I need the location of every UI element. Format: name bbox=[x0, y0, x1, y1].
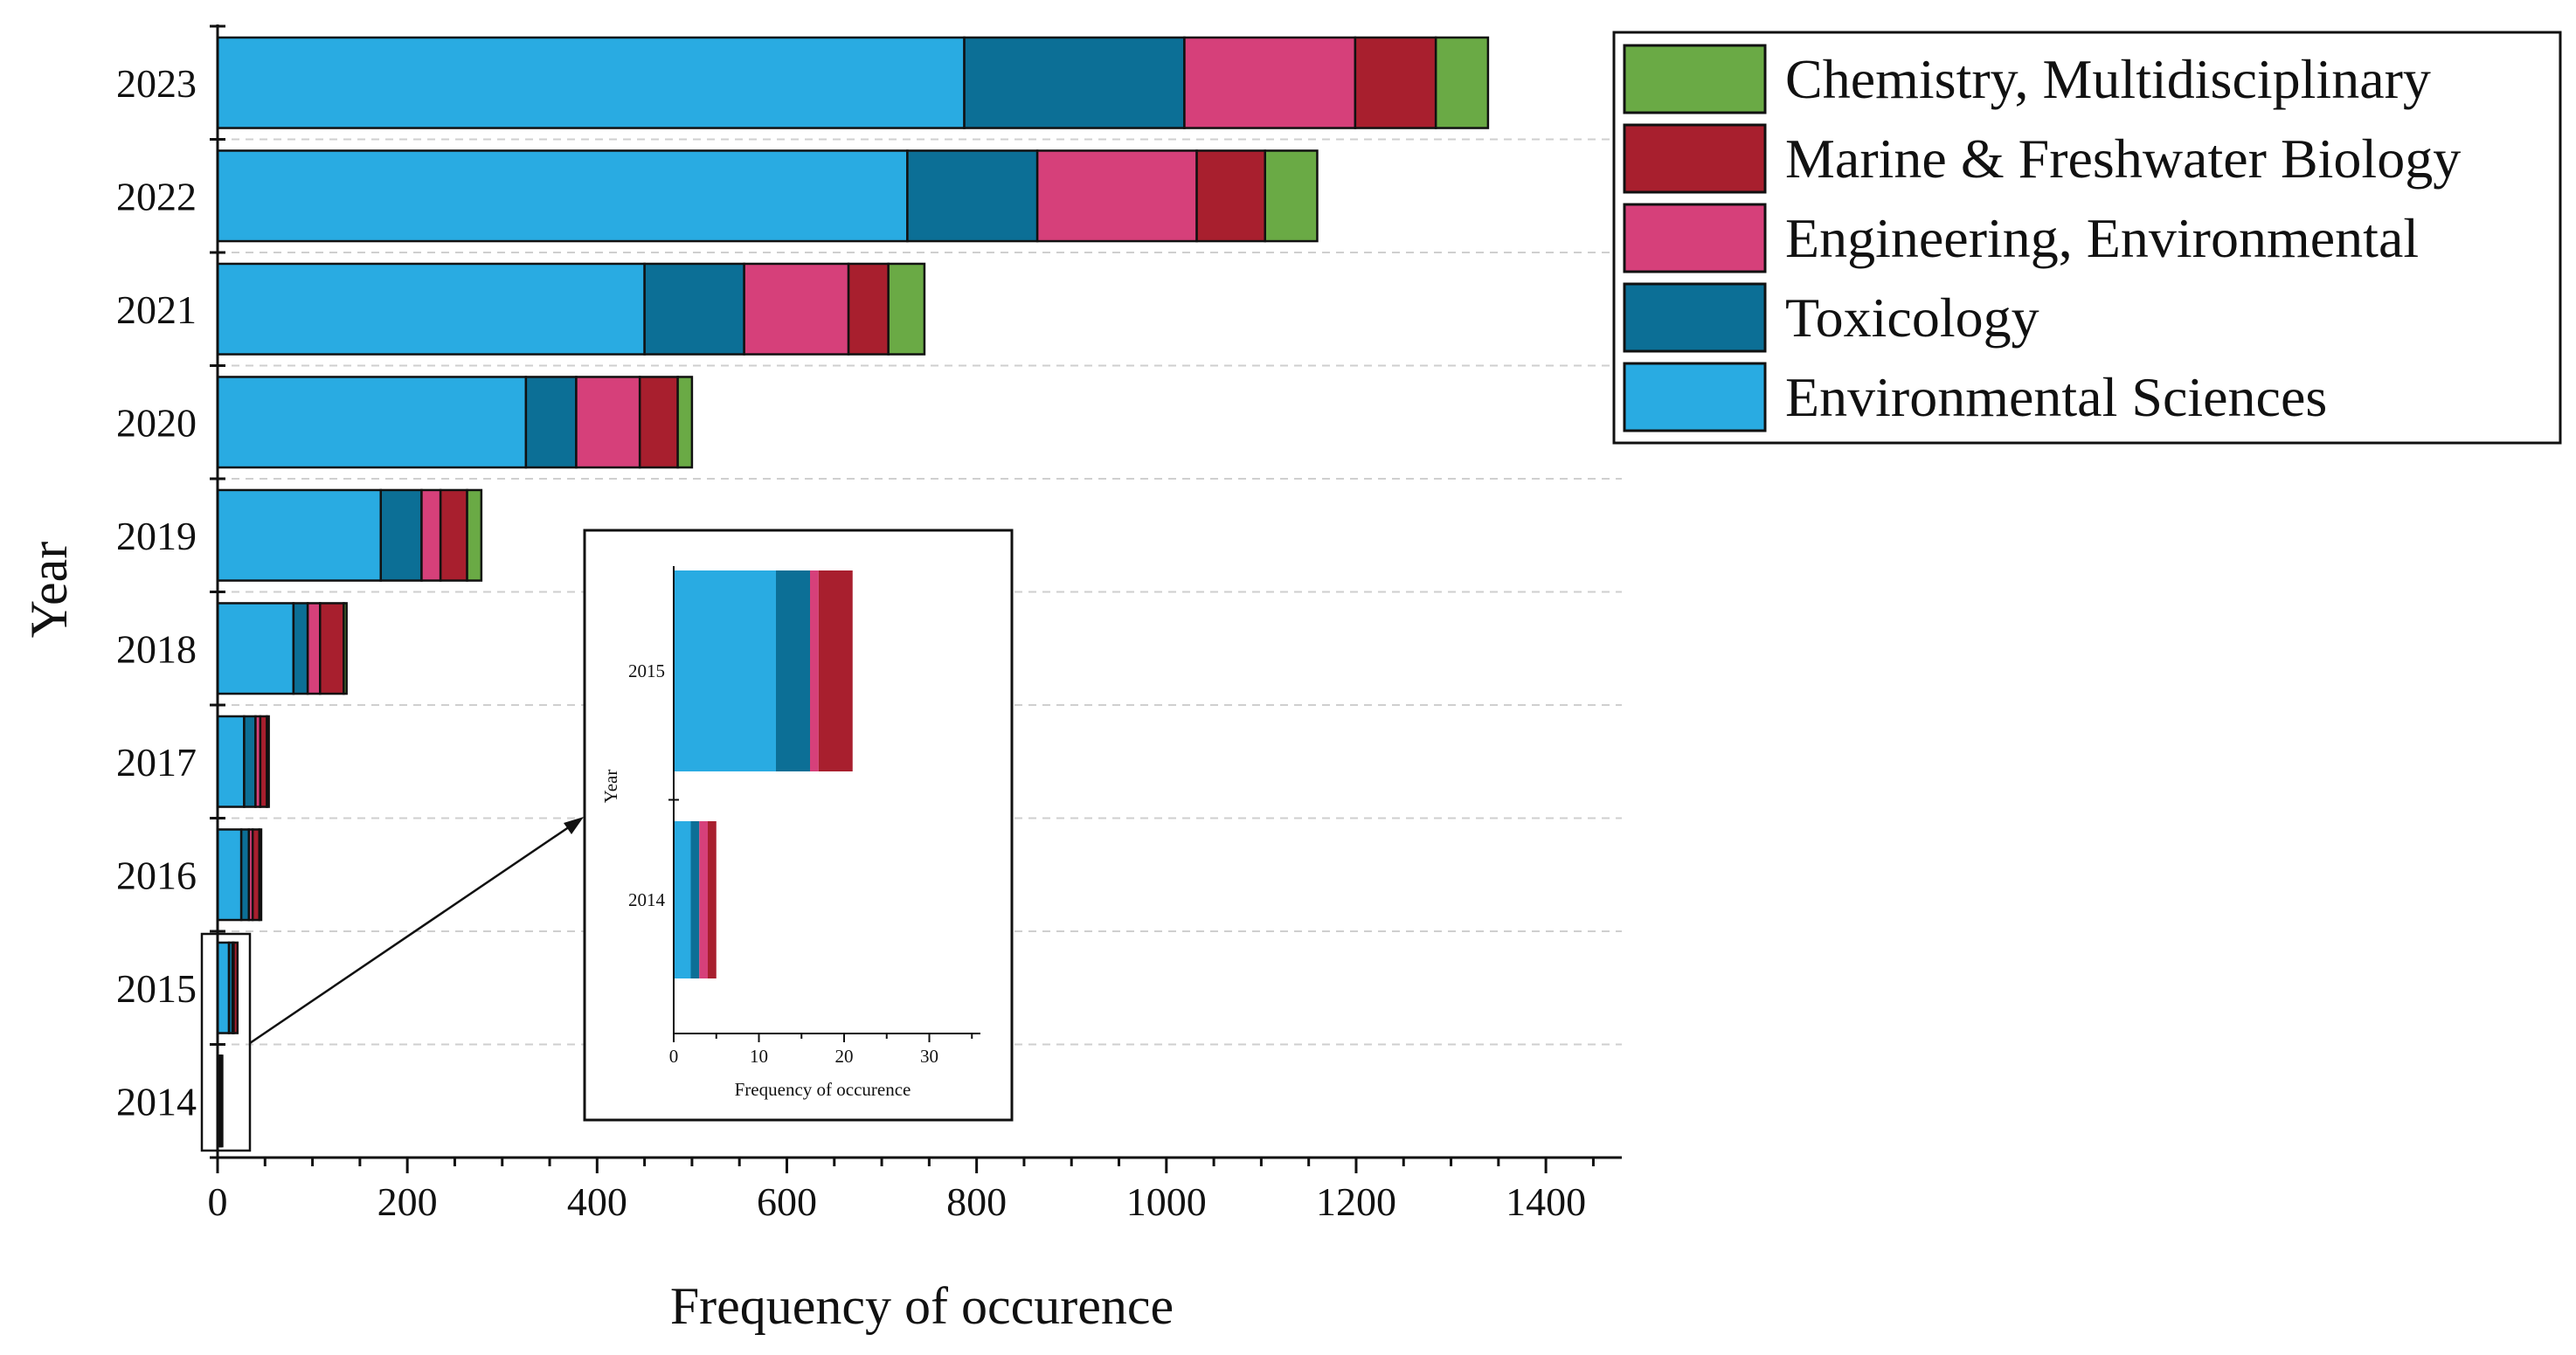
bar-2021-marine-freshwater-biology bbox=[847, 262, 890, 356]
bar-2018-toxicology bbox=[292, 602, 309, 695]
legend-swatch-chemistry-multidisciplinary bbox=[1623, 44, 1767, 114]
bar-2022-chemistry-multidisciplinary bbox=[1264, 149, 1319, 243]
y-tick-label-2017: 2017 bbox=[116, 740, 197, 785]
y-tick-label-2019: 2019 bbox=[116, 514, 197, 558]
zoom-arrow-head bbox=[564, 817, 584, 834]
bar-2022-marine-freshwater-biology bbox=[1195, 149, 1266, 243]
legend: Chemistry, Multidisciplinary Marine & Fre… bbox=[1612, 31, 2562, 445]
legend-swatch-engineering-environmental bbox=[1623, 203, 1767, 273]
legend-swatch-environmental-sciences bbox=[1623, 362, 1767, 432]
zoom-arrow-line bbox=[249, 821, 576, 1045]
bar-2021-chemistry-multidisciplinary bbox=[887, 262, 926, 356]
legend-frame bbox=[1612, 31, 2562, 445]
y-tick-label-2018: 2018 bbox=[116, 626, 197, 671]
x-axis-title: Frequency of occurence bbox=[670, 1277, 1174, 1335]
bar-2015-environmental-sciences bbox=[216, 941, 231, 1034]
x-tick-label-0: 0 bbox=[208, 1179, 228, 1224]
x-tick-label-800: 800 bbox=[946, 1179, 1007, 1224]
inset-bar-2015-engineering-environmental bbox=[810, 570, 819, 771]
bar-2021-environmental-sciences bbox=[216, 262, 646, 356]
inset-y-tick-label-2014: 2014 bbox=[628, 889, 666, 910]
y-axis-title: Year bbox=[20, 542, 78, 639]
bar-2019-marine-freshwater-biology bbox=[439, 488, 468, 582]
legend-label-marine-freshwater-biology: Marine & Freshwater Biology bbox=[1785, 128, 2461, 190]
bar-2016-environmental-sciences bbox=[216, 828, 243, 922]
x-tick-label-1000: 1000 bbox=[1126, 1179, 1207, 1224]
axes bbox=[210, 24, 1622, 1173]
legend-swatch-toxicology bbox=[1623, 282, 1767, 353]
bar-2021-toxicology bbox=[643, 262, 745, 356]
bar-2020-engineering-environmental bbox=[575, 376, 641, 469]
inset-chart: 2015 2014 0 10 20 30 Frequency of occurence Yea… bbox=[583, 529, 1014, 1122]
bar-2018-chemistry-multidisciplinary bbox=[343, 602, 348, 695]
inset-bar-2015-marine-freshwater-biology bbox=[818, 570, 853, 771]
inset-x-tick-label-30: 30 bbox=[920, 1046, 938, 1067]
y-tick-label-2022: 2022 bbox=[116, 174, 197, 218]
inset-x-tick-label-10: 10 bbox=[750, 1046, 768, 1067]
bar-2020-chemistry-multidisciplinary bbox=[676, 376, 694, 469]
bar-2020-environmental-sciences bbox=[216, 376, 528, 469]
bar-2023-environmental-sciences bbox=[216, 36, 966, 129]
inset-bar-2014-engineering-environmental bbox=[699, 821, 708, 978]
bar-2021-engineering-environmental bbox=[743, 262, 850, 356]
inset-bar-2015-environmental-sciences bbox=[674, 570, 776, 771]
bar-2019-engineering-environmental bbox=[420, 488, 442, 582]
bar-2020-marine-freshwater-biology bbox=[638, 376, 679, 469]
bar-2016-chemistry-multidisciplinary bbox=[258, 828, 263, 922]
inset-bar-2014-environmental-sciences bbox=[674, 821, 691, 978]
x-tick-label-1200: 1200 bbox=[1316, 1179, 1396, 1224]
bar-2017-chemistry-multidisciplinary bbox=[266, 715, 270, 808]
bar-2023-engineering-environmental bbox=[1183, 36, 1357, 129]
inset-x-axis-title: Frequency of occurence bbox=[735, 1079, 911, 1100]
bar-2017-environmental-sciences bbox=[216, 715, 246, 808]
inset-bar-2015-toxicology bbox=[776, 570, 810, 771]
bar-2023-marine-freshwater-biology bbox=[1354, 36, 1437, 129]
bar-2019-environmental-sciences bbox=[216, 488, 383, 582]
y-tick-label-2023: 2023 bbox=[116, 61, 197, 106]
bar-2019-chemistry-multidisciplinary bbox=[466, 488, 483, 582]
bar-2014-marine-freshwater-biology bbox=[220, 1054, 224, 1148]
inset-bar-2014-toxicology bbox=[690, 821, 700, 978]
legend-label-chemistry-multidisciplinary: Chemistry, Multidisciplinary bbox=[1785, 48, 2431, 110]
inset-y-axis-title: Year bbox=[600, 770, 621, 804]
bar-2017-toxicology bbox=[243, 715, 257, 808]
bar-2016-toxicology bbox=[239, 828, 251, 922]
inset-x-tick-label-0: 0 bbox=[669, 1046, 679, 1067]
zoom-indicator bbox=[200, 817, 584, 1152]
legend-label-environmental-sciences: Environmental Sciences bbox=[1785, 366, 2327, 428]
y-tick-label-2014: 2014 bbox=[116, 1079, 197, 1123]
bar-2018-marine-freshwater-biology bbox=[319, 602, 345, 695]
bar-2020-toxicology bbox=[524, 376, 578, 469]
tick-labels: 2023202220212020201920182017201620152014… bbox=[116, 61, 1586, 1224]
x-tick-label-600: 600 bbox=[757, 1179, 817, 1224]
bar-2022-engineering-environmental bbox=[1035, 149, 1198, 243]
inset-x-tick-label-20: 20 bbox=[835, 1046, 854, 1067]
inset-y-tick-label-2015: 2015 bbox=[628, 660, 665, 681]
y-tick-label-2016: 2016 bbox=[116, 853, 197, 897]
y-tick-label-2015: 2015 bbox=[116, 966, 197, 1011]
legend-label-toxicology: Toxicology bbox=[1785, 287, 2039, 349]
bar-2022-environmental-sciences bbox=[216, 149, 909, 243]
x-tick-label-200: 200 bbox=[377, 1179, 438, 1224]
bar-2015-marine-freshwater-biology bbox=[232, 941, 239, 1034]
bar-2022-toxicology bbox=[906, 149, 1039, 243]
inset-bar-2014-marine-freshwater-biology bbox=[708, 821, 717, 978]
x-tick-label-400: 400 bbox=[567, 1179, 627, 1224]
bar-2019-toxicology bbox=[379, 488, 423, 582]
bar-2023-toxicology bbox=[963, 36, 1186, 129]
bar-2018-engineering-environmental bbox=[306, 602, 322, 695]
y-tick-label-2021: 2021 bbox=[116, 287, 197, 332]
x-tick-label-1400: 1400 bbox=[1506, 1179, 1586, 1224]
legend-swatch-marine-freshwater-biology bbox=[1623, 123, 1767, 194]
bars bbox=[216, 36, 1490, 1148]
bar-2018-environmental-sciences bbox=[216, 602, 295, 695]
y-tick-label-2020: 2020 bbox=[116, 400, 197, 445]
bar-2023-chemistry-multidisciplinary bbox=[1434, 36, 1490, 129]
legend-label-engineering-environmental: Engineering, Environmental bbox=[1785, 207, 2419, 269]
